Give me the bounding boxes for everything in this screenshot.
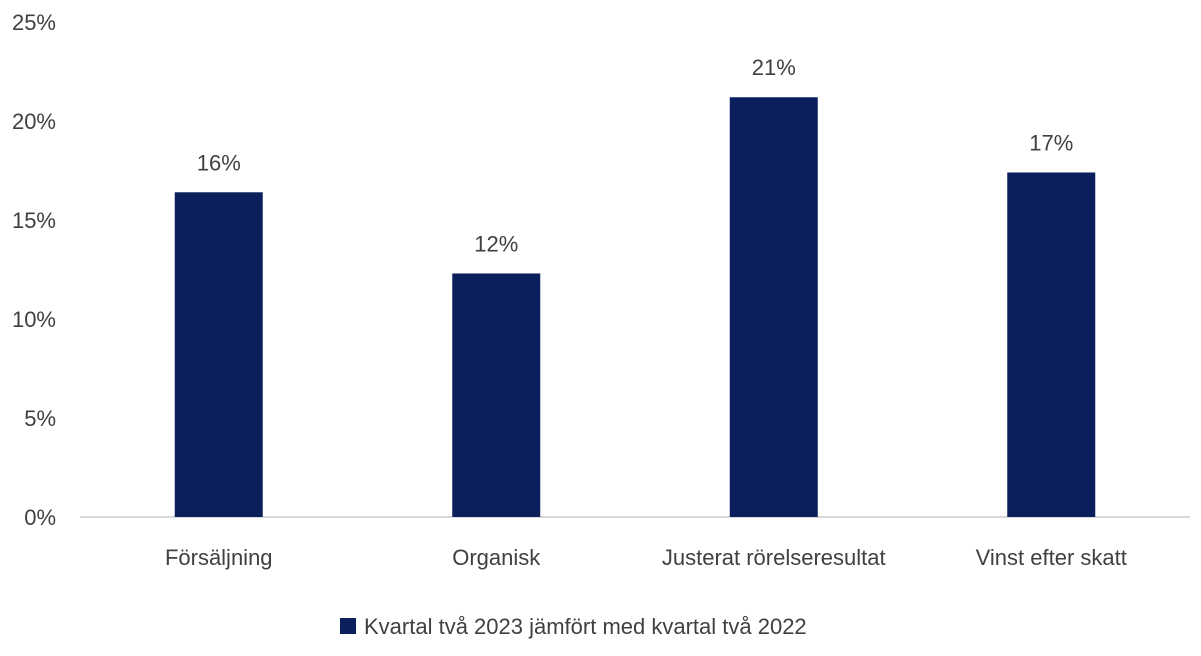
x-category-label: Försäljning: [165, 545, 273, 570]
x-category-label: Vinst efter skatt: [976, 545, 1127, 570]
bar: [729, 97, 818, 518]
bar-value-label: 12%: [474, 231, 518, 256]
y-tick-label: 25%: [12, 10, 56, 35]
x-category-label: Organisk: [452, 545, 541, 570]
bar: [452, 273, 541, 517]
y-tick-label: 0%: [24, 505, 56, 530]
y-tick-label: 5%: [24, 406, 56, 431]
y-axis-tick-labels: 0% 5% 10% 15% 20% 25%: [12, 10, 56, 530]
legend-label: Kvartal två 2023 jämfört med kvartal två…: [364, 614, 807, 639]
legend-swatch: [340, 618, 356, 634]
y-tick-label: 20%: [12, 109, 56, 134]
bars: [174, 97, 1096, 518]
bar: [174, 192, 263, 517]
data-labels: 16% 12% 21% 17%: [197, 55, 1074, 256]
y-tick-label: 10%: [12, 307, 56, 332]
bar: [1007, 172, 1096, 518]
x-category-label: Justerat rörelseresultat: [662, 545, 886, 570]
bar-value-label: 17%: [1029, 130, 1073, 155]
legend: Kvartal två 2023 jämfört med kvartal två…: [340, 614, 807, 639]
bar-value-label: 16%: [197, 150, 241, 175]
bar-value-label: 21%: [752, 55, 796, 80]
category-labels: Försäljning Organisk Justerat rörelseresul…: [165, 545, 1127, 570]
y-tick-label: 15%: [12, 208, 56, 233]
